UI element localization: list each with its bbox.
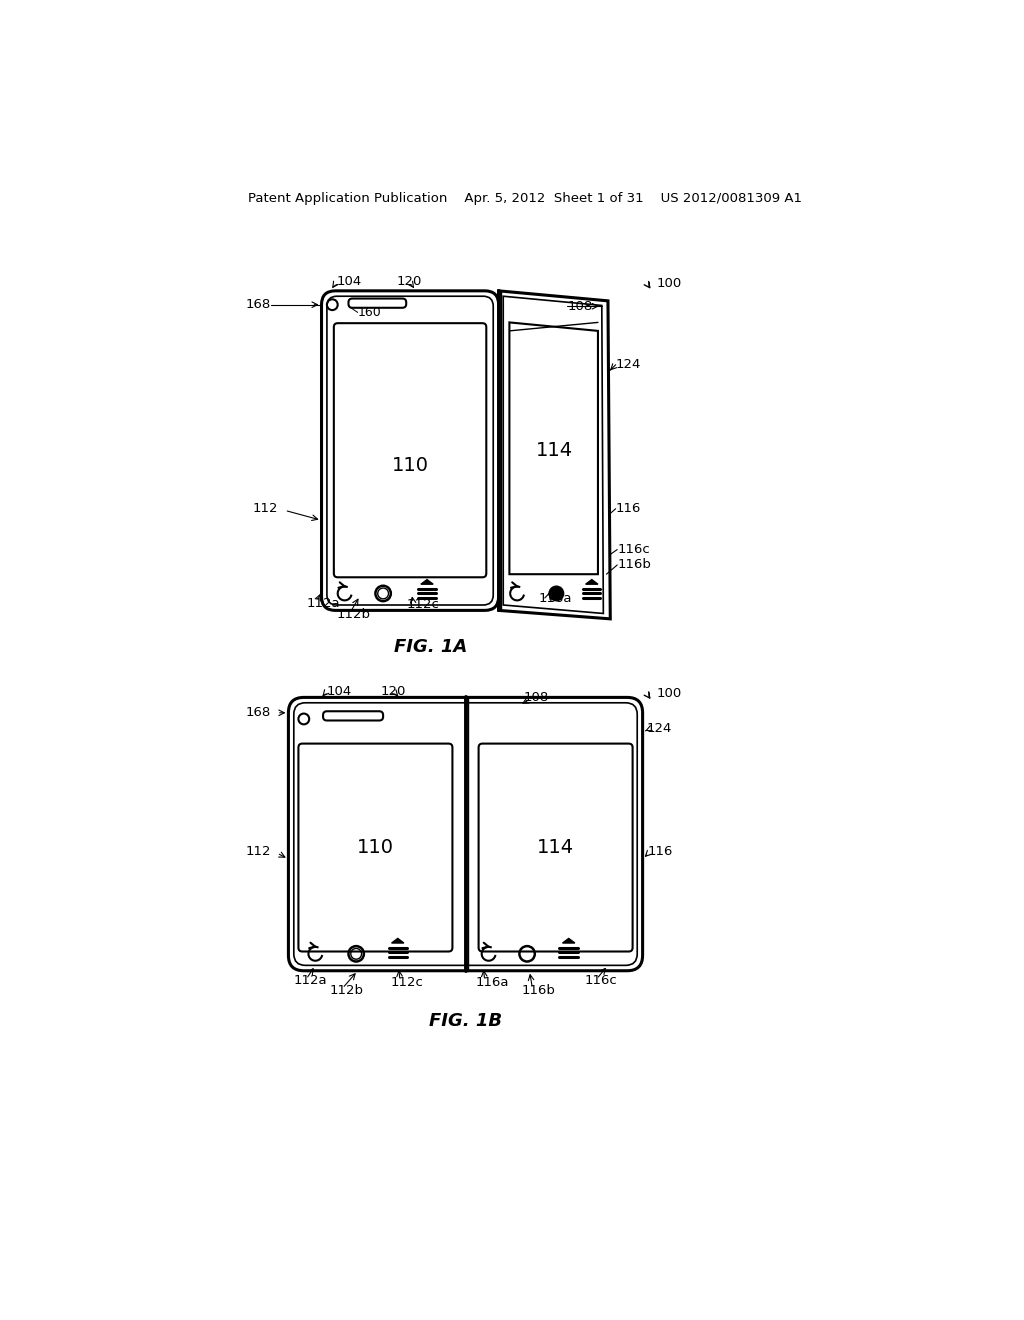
Polygon shape bbox=[562, 939, 574, 942]
Text: 112a: 112a bbox=[306, 597, 340, 610]
Text: 116: 116 bbox=[615, 502, 641, 515]
Text: 116b: 116b bbox=[617, 558, 651, 572]
Text: 120: 120 bbox=[396, 275, 422, 288]
Text: 100: 100 bbox=[656, 686, 682, 700]
Text: FIG. 1B: FIG. 1B bbox=[429, 1012, 502, 1030]
Text: 112c: 112c bbox=[391, 975, 424, 989]
Text: Patent Application Publication    Apr. 5, 2012  Sheet 1 of 31    US 2012/0081309: Patent Application Publication Apr. 5, 2… bbox=[248, 191, 802, 205]
Text: 114: 114 bbox=[536, 441, 572, 461]
Polygon shape bbox=[421, 579, 433, 585]
Text: FIG. 1A: FIG. 1A bbox=[394, 639, 468, 656]
Text: 112: 112 bbox=[253, 502, 279, 515]
Text: 112a: 112a bbox=[294, 974, 328, 987]
Text: 124: 124 bbox=[646, 722, 672, 735]
Circle shape bbox=[550, 586, 563, 601]
Polygon shape bbox=[391, 939, 403, 942]
Text: 120: 120 bbox=[381, 685, 407, 698]
Text: 112b: 112b bbox=[330, 983, 364, 997]
Text: 160: 160 bbox=[357, 306, 382, 319]
Text: 110: 110 bbox=[357, 838, 394, 857]
Text: 168: 168 bbox=[246, 706, 270, 719]
Text: 116b: 116b bbox=[521, 983, 556, 997]
Text: 104: 104 bbox=[337, 275, 362, 288]
Text: 114: 114 bbox=[537, 838, 574, 857]
Text: 104: 104 bbox=[327, 685, 352, 698]
Polygon shape bbox=[586, 579, 598, 585]
Text: 116a: 116a bbox=[539, 593, 572, 606]
Text: 116c: 116c bbox=[585, 974, 617, 987]
Text: 112c: 112c bbox=[407, 598, 439, 611]
Text: 112b: 112b bbox=[337, 607, 371, 620]
Text: 116: 116 bbox=[648, 845, 674, 858]
Text: 100: 100 bbox=[656, 277, 682, 289]
Text: 108: 108 bbox=[567, 300, 593, 313]
Text: 108: 108 bbox=[523, 690, 549, 704]
Text: 124: 124 bbox=[615, 358, 641, 371]
Text: 112: 112 bbox=[245, 845, 270, 858]
Text: 116c: 116c bbox=[617, 543, 650, 556]
Text: 116a: 116a bbox=[475, 975, 509, 989]
Text: 110: 110 bbox=[391, 457, 429, 475]
Text: 168: 168 bbox=[246, 298, 270, 312]
